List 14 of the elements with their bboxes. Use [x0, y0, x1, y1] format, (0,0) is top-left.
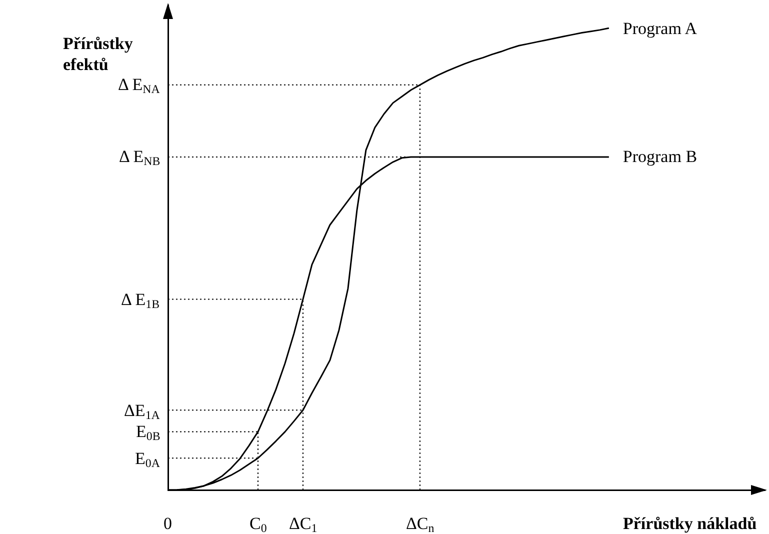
- x-tick-label: C$_{0}$: [249, 514, 267, 534]
- ref-line-label: Δ E$_{1B}$: [121, 290, 160, 311]
- ref-line-label: ΔE$_{1A}$: [124, 400, 160, 422]
- x-axis-title: Přírůstky nákladů: [623, 514, 757, 533]
- series-label: Program A: [622, 18, 698, 38]
- ref-line-label: E$_{0B}$: [136, 422, 160, 444]
- x-tick-label: ΔC$_{n}$: [406, 514, 434, 534]
- ref-line-label: E$_{0A}$: [135, 448, 160, 470]
- x-tick-label: 0: [164, 514, 172, 533]
- x-tick-label: ΔC$_{1}$: [288, 514, 318, 534]
- series-label: Program B: [622, 147, 698, 166]
- ref-line-label: Δ E$_{NA}$: [118, 75, 160, 96]
- y-axis-title: Přírůstky efektů: [63, 33, 134, 76]
- ref-line-label: Δ E$_{NB}$: [119, 147, 160, 168]
